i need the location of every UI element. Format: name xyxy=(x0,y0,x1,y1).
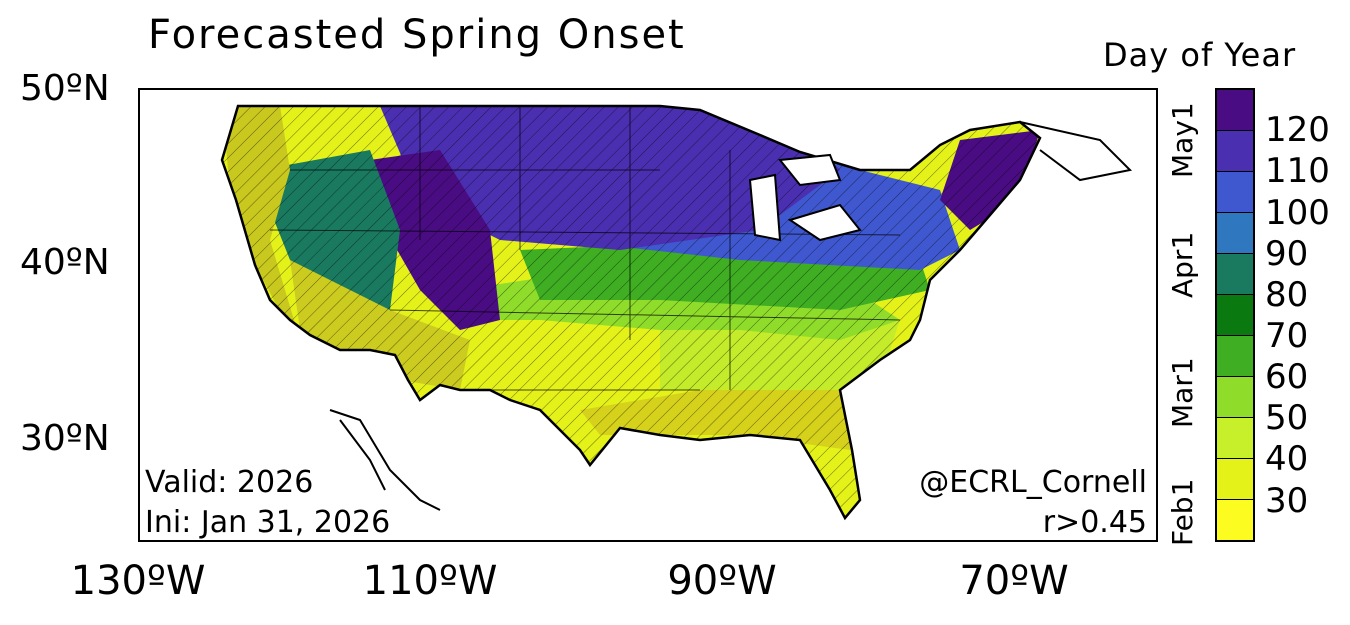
colorbar-label: 100 xyxy=(1265,193,1330,233)
colorbar-label: 120 xyxy=(1265,110,1330,150)
us-coastline xyxy=(220,104,1042,521)
lat-label-30n: 30ºN xyxy=(20,418,110,459)
lon-label-110w: 110ºW xyxy=(362,558,498,604)
us-map xyxy=(220,104,1133,521)
month-label-apr: Apr1 xyxy=(1166,231,1199,298)
colorbar-label: 60 xyxy=(1265,357,1309,397)
month-label-mar: Mar1 xyxy=(1166,357,1199,428)
colorbar-label: 90 xyxy=(1265,234,1309,274)
threshold-label: r>0.45 xyxy=(1042,505,1147,540)
colorbar-swatch xyxy=(1217,90,1253,131)
colorbar-swatch xyxy=(1217,459,1253,500)
colorbar-swatch xyxy=(1217,213,1253,254)
colorbar-swatch xyxy=(1217,172,1253,213)
colorbar-swatch xyxy=(1217,295,1253,336)
map-panel xyxy=(138,88,1158,542)
colorbar-swatch xyxy=(1217,418,1253,459)
great-lakes xyxy=(748,153,862,242)
colorbar-swatch xyxy=(1217,131,1253,172)
init-date-label: Ini: Jan 31, 2026 xyxy=(145,505,391,540)
baja-coastline xyxy=(339,419,386,491)
canada-maritime-coastline xyxy=(1019,121,1133,182)
lon-label-130w: 130ºW xyxy=(70,558,206,604)
lat-label-50n: 50ºN xyxy=(20,68,110,109)
colorbar-title: Day of Year xyxy=(1103,36,1297,74)
lon-label-90w: 90ºW xyxy=(667,558,777,604)
month-label-feb: Feb1 xyxy=(1166,478,1199,546)
colorbar-label: 50 xyxy=(1265,398,1309,438)
valid-year-label: Valid: 2026 xyxy=(145,465,314,500)
colorbar-label: 70 xyxy=(1265,316,1309,356)
lon-label-70w: 70ºW xyxy=(959,558,1069,604)
colorbar-swatch xyxy=(1217,254,1253,295)
colorbar-label: 30 xyxy=(1265,481,1309,521)
credit-label: @ECRL_Cornell xyxy=(919,465,1147,500)
colorbar-label: 110 xyxy=(1265,151,1330,191)
map-title: Forecasted Spring Onset xyxy=(148,12,686,58)
colorbar-swatch xyxy=(1217,377,1253,418)
colorbar-label: 80 xyxy=(1265,275,1309,315)
colorbar-swatch xyxy=(1217,336,1253,377)
colorbar-label: 40 xyxy=(1265,439,1309,479)
colorbar xyxy=(1215,88,1255,542)
colorbar-swatch xyxy=(1217,500,1253,540)
lat-label-40n: 40ºN xyxy=(20,242,110,283)
month-label-may: May1 xyxy=(1166,102,1199,178)
mexico-coastline xyxy=(329,409,441,511)
